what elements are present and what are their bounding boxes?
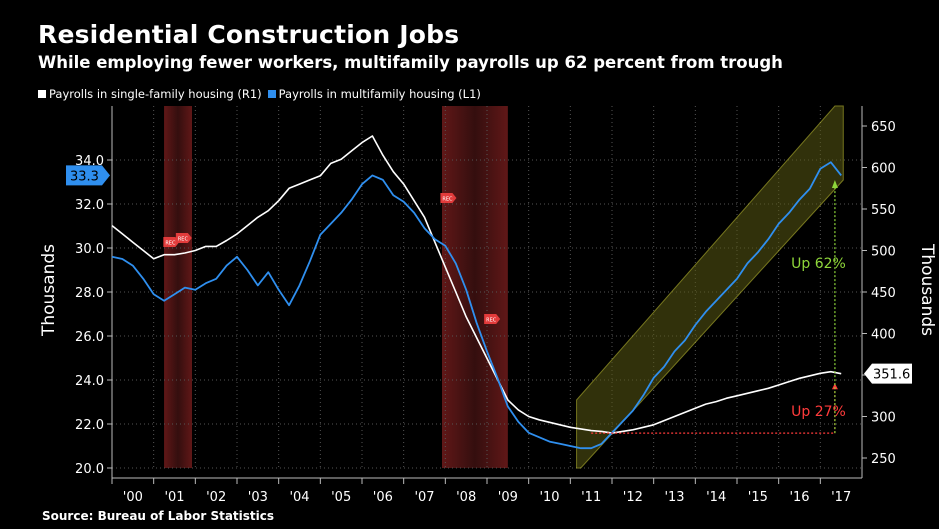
x-tick-label: '16 bbox=[789, 490, 809, 505]
left-tick-label: 26.0 bbox=[75, 330, 104, 345]
x-tick-label: '00 bbox=[123, 490, 143, 505]
right-tick-label: 600 bbox=[871, 162, 896, 177]
x-tick-label: '07 bbox=[414, 490, 434, 505]
x-tick-label: '13 bbox=[664, 490, 684, 505]
right-tick-label: 550 bbox=[871, 203, 896, 218]
up-27-arrowhead bbox=[831, 383, 838, 390]
recession-marker-label: REC bbox=[442, 197, 453, 203]
series-line-multifamily bbox=[111, 161, 842, 450]
last-value-tag-right bbox=[864, 363, 912, 384]
legend-label-multifamily: Payrolls in multifamily housing (L1) bbox=[278, 87, 481, 101]
recession-band-0 bbox=[164, 106, 192, 468]
x-tick-label: '04 bbox=[289, 490, 309, 505]
right-tick-label: 650 bbox=[871, 120, 896, 135]
right-tick-label: 450 bbox=[871, 286, 896, 301]
source-note: Source: Bureau of Labor Statistics bbox=[42, 509, 275, 523]
left-axis-label: Thousands bbox=[39, 244, 59, 337]
series-line-single-family bbox=[111, 135, 842, 434]
left-tick-label: 34.0 bbox=[75, 154, 104, 169]
x-tick-label: '17 bbox=[831, 490, 851, 505]
recession-marker-label: REC bbox=[486, 318, 497, 324]
up-62-arrowhead bbox=[831, 180, 838, 188]
last-value-label-left: 33.3 bbox=[70, 169, 99, 184]
last-value-label-right: 351.6 bbox=[873, 368, 910, 383]
left-tick-label: 20.0 bbox=[75, 462, 104, 477]
left-tick-label: 22.0 bbox=[75, 418, 104, 433]
recession-marker-label: REC bbox=[165, 241, 176, 247]
chart-subtitle: While employing fewer workers, multifami… bbox=[38, 53, 783, 72]
chart-title: Residential Construction Jobs bbox=[38, 20, 460, 49]
x-tick-label: '12 bbox=[623, 490, 643, 505]
right-tick-label: 300 bbox=[871, 411, 896, 426]
annotation-up-62: Up 62% bbox=[791, 256, 846, 272]
x-tick-label: '09 bbox=[498, 490, 518, 505]
annotation-up-27: Up 27% bbox=[791, 404, 846, 420]
recession-band-1 bbox=[442, 106, 508, 468]
x-tick-label: '08 bbox=[456, 490, 476, 505]
legend-label-single-family: Payrolls in single-family housing (R1) bbox=[49, 87, 262, 101]
last-value-tag-left bbox=[66, 165, 110, 186]
x-tick-label: '15 bbox=[748, 490, 768, 505]
recession-marker-2 bbox=[440, 193, 457, 203]
x-tick-label: '01 bbox=[164, 490, 184, 505]
x-tick-label: '14 bbox=[706, 490, 726, 505]
x-tick-label: '11 bbox=[581, 490, 601, 505]
right-tick-label: 400 bbox=[871, 328, 896, 343]
right-tick-label: 250 bbox=[871, 452, 896, 467]
left-tick-label: 32.0 bbox=[75, 198, 104, 213]
legend-swatch-single-family bbox=[38, 90, 46, 98]
right-tick-label: 500 bbox=[871, 245, 896, 260]
left-tick-label: 24.0 bbox=[75, 374, 104, 389]
legend: Payrolls in single-family housing (R1) P… bbox=[32, 87, 481, 101]
recession-marker-0 bbox=[163, 237, 180, 247]
x-tick-label: '10 bbox=[539, 490, 559, 505]
x-tick-label: '03 bbox=[248, 490, 268, 505]
left-tick-label: 30.0 bbox=[75, 242, 104, 257]
recession-marker-3 bbox=[484, 314, 501, 324]
right-axis-label: Thousands bbox=[917, 243, 937, 336]
recession-marker-1 bbox=[175, 233, 192, 243]
x-tick-label: '02 bbox=[206, 490, 226, 505]
left-tick-label: 28.0 bbox=[75, 286, 104, 301]
legend-swatch-multifamily bbox=[267, 90, 276, 98]
trend-channel bbox=[576, 105, 844, 469]
x-tick-label: '05 bbox=[331, 490, 351, 505]
x-tick-label: '06 bbox=[373, 490, 393, 505]
recession-marker-label: REC bbox=[178, 237, 189, 243]
